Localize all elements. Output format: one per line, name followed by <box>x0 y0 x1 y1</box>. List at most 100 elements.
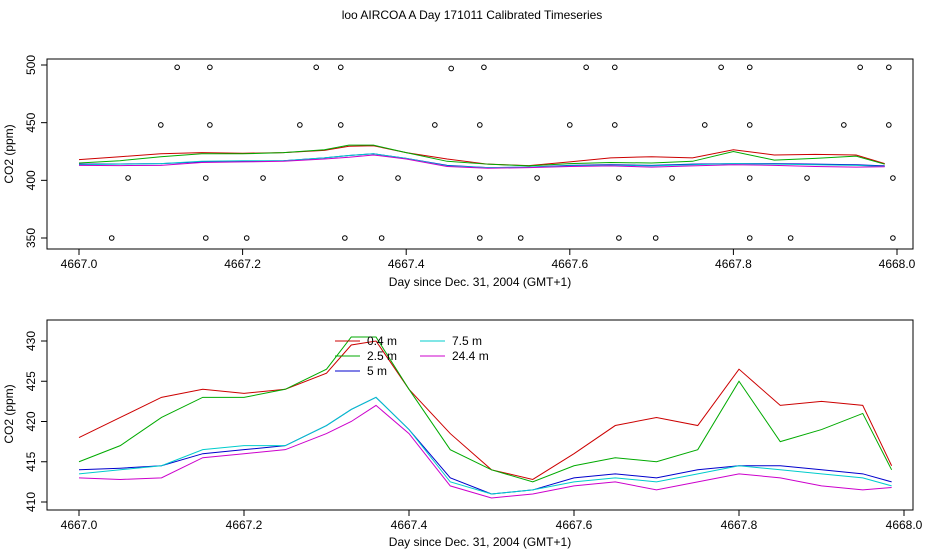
series-line <box>78 404 892 499</box>
x-tick-label: 4667.0 <box>61 257 98 271</box>
legend-label: 2.5 m <box>367 349 397 363</box>
flag-point <box>395 175 401 181</box>
top-series-line <box>78 145 885 167</box>
series-line <box>78 336 893 483</box>
x-tick-label: 4668.0 <box>886 518 923 532</box>
flag-point <box>886 64 892 71</box>
legend-label: 7.5 m <box>452 334 482 348</box>
flag-point <box>746 64 753 71</box>
x-tick-label: 4667.2 <box>226 518 263 532</box>
flag-point <box>481 64 487 71</box>
top-y-axis-label: CO2 (ppm) <box>2 124 16 183</box>
flag-point <box>567 122 573 128</box>
top-series-line <box>78 154 885 169</box>
legend-label: 0.4 m <box>367 334 397 348</box>
flag-point <box>448 65 454 72</box>
flag-point <box>342 235 348 241</box>
flag-point <box>378 235 385 241</box>
flag-point <box>611 64 618 71</box>
flag-point <box>108 235 115 241</box>
flag-point <box>260 175 266 181</box>
bottom-y-ticks: 410 415 420 425 430 <box>24 331 47 512</box>
legend-label: 24.4 m <box>452 349 489 363</box>
flag-point <box>611 122 618 128</box>
flag-point <box>477 122 483 128</box>
flag-point <box>746 175 753 181</box>
flag-point <box>890 235 896 241</box>
bottom-panel: Day since Dec. 31, 2004 (GMT+1) CO2 (ppm… <box>2 319 923 549</box>
flag-point <box>701 122 708 128</box>
flag-point <box>616 235 622 241</box>
flag-point <box>857 64 863 71</box>
x-tick-label: 4668.0 <box>879 257 916 271</box>
x-tick-label: 4667.6 <box>556 518 593 532</box>
flag-point <box>337 64 344 71</box>
y-tick-label: 425 <box>24 371 38 391</box>
y-tick-label: 410 <box>24 492 38 512</box>
top-flag-points <box>78 64 896 241</box>
x-tick-label: 4667.4 <box>391 518 428 532</box>
y-tick-label: 350 <box>24 228 38 248</box>
top-series-line <box>78 144 885 167</box>
y-tick-label: 500 <box>24 55 38 75</box>
flag-point <box>243 235 250 241</box>
flag-point <box>337 122 344 128</box>
flag-point <box>746 122 753 128</box>
flag-point <box>337 175 344 181</box>
bottom-plot-frame <box>46 319 914 511</box>
top-plot-frame <box>46 58 914 250</box>
flag-point <box>517 235 524 241</box>
flag-point <box>158 122 164 128</box>
y-tick-label: 400 <box>24 170 38 190</box>
bottom-x-axis-label: Day since Dec. 31, 2004 (GMT+1) <box>389 535 571 549</box>
series-line <box>78 340 893 480</box>
flag-point <box>746 235 753 241</box>
series-line <box>78 396 892 495</box>
flag-point <box>202 175 209 181</box>
x-tick-label: 4667.4 <box>388 257 425 271</box>
top-x-axis-label: Day since Dec. 31, 2004 (GMT+1) <box>389 275 571 289</box>
flag-point <box>174 64 180 71</box>
series-line <box>78 396 892 495</box>
flag-point <box>534 175 540 181</box>
y-tick-label: 450 <box>24 112 38 132</box>
flag-point <box>207 64 213 71</box>
flag-point <box>804 175 810 181</box>
y-tick-label: 415 <box>24 451 38 471</box>
flag-point <box>787 235 794 241</box>
legend: 0.4 m2.5 m5 m 7.5 m24.4 m <box>335 334 489 378</box>
flag-point <box>432 122 438 128</box>
x-tick-label: 4667.8 <box>715 257 752 271</box>
bottom-x-ticks: 4667.0 4667.2 4667.4 4667.6 4667.8 4668.0 <box>61 510 923 532</box>
flag-point <box>477 235 483 241</box>
flag-point <box>125 175 131 181</box>
figure-title: loo AIRCOA A Day 171011 Calibrated Times… <box>342 8 603 22</box>
flag-point <box>652 235 659 241</box>
y-tick-label: 430 <box>24 331 38 351</box>
flag-point <box>616 175 622 181</box>
bottom-series-lines <box>78 336 893 499</box>
x-tick-label: 4667.2 <box>224 257 261 271</box>
top-series-line <box>78 153 885 169</box>
top-panel: Day since Dec. 31, 2004 (GMT+1) CO2 (ppm… <box>2 55 916 289</box>
legend-label: 5 m <box>367 364 387 378</box>
x-tick-label: 4667.8 <box>721 518 758 532</box>
top-y-ticks: 350 400 450 500 <box>24 55 47 248</box>
flag-point <box>583 64 589 71</box>
x-tick-label: 4667.0 <box>61 518 98 532</box>
flag-point <box>718 64 724 71</box>
y-tick-label: 420 <box>24 411 38 431</box>
flag-point <box>477 175 483 181</box>
flag-point <box>886 122 892 128</box>
top-x-ticks: 4667.0 4667.2 4667.4 4667.6 4667.8 4668.0 <box>61 249 916 271</box>
flag-point <box>890 175 896 181</box>
flag-point <box>669 175 675 181</box>
flag-point <box>841 122 847 128</box>
flag-point <box>313 64 320 71</box>
flag-point <box>297 122 303 128</box>
x-tick-label: 4667.6 <box>551 257 588 271</box>
flag-point <box>202 235 209 241</box>
bottom-y-axis-label: CO2 (ppm) <box>2 384 16 443</box>
flag-point <box>207 122 213 128</box>
